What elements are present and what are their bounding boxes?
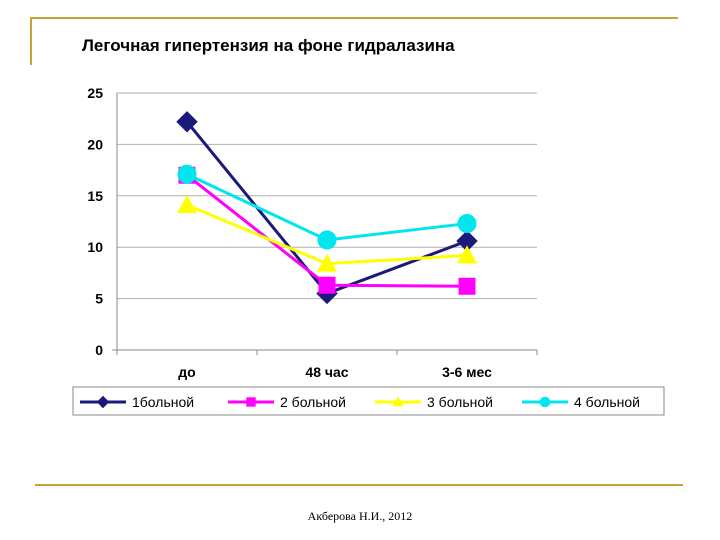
data-point-series-2 [318, 276, 336, 294]
data-point-series-3 [317, 253, 337, 272]
y-tick-label: 25 [87, 85, 103, 101]
data-point-series-3 [177, 195, 197, 214]
legend: 1больной 2 больной 3 больной 4 больной [72, 386, 665, 416]
legend-label: 2 больной [280, 394, 346, 410]
data-point-series-4 [317, 230, 337, 250]
axes: 0 5 10 15 20 25 до 48 час 3-6 мес [87, 85, 538, 380]
top-decorative-line [30, 17, 678, 19]
y-tick-label: 20 [87, 136, 103, 152]
x-tick-label: 3-6 мес [442, 364, 492, 380]
data-point-series-2 [458, 277, 476, 295]
x-tick-label: до [178, 364, 195, 380]
legend-label: 3 больной [427, 394, 493, 410]
y-tick-label: 5 [95, 291, 103, 307]
legend-label: 4 больной [574, 394, 640, 410]
legend-marker-4 [539, 396, 551, 408]
chart-title: Легочная гипертензия на фоне гидралазина [82, 36, 455, 55]
x-tick-label: 48 час [305, 364, 348, 380]
data-point-series-4 [457, 214, 477, 234]
bottom-decorative-line [35, 484, 683, 486]
footer-author: Акберова Н.И., 2012 [307, 509, 413, 523]
data-point-series-4 [177, 164, 197, 184]
left-decorative-line [30, 17, 32, 65]
legend-label: 1больной [132, 394, 194, 410]
series [176, 111, 478, 305]
data-point-series-1 [176, 111, 198, 133]
data-point-series-3 [457, 245, 477, 264]
y-tick-label: 15 [87, 188, 103, 204]
y-tick-label: 0 [95, 342, 103, 358]
legend-marker-3 [392, 396, 404, 407]
legend-marker-2 [246, 397, 256, 407]
y-tick-label: 10 [87, 239, 103, 255]
legend-marker-1 [96, 395, 110, 409]
